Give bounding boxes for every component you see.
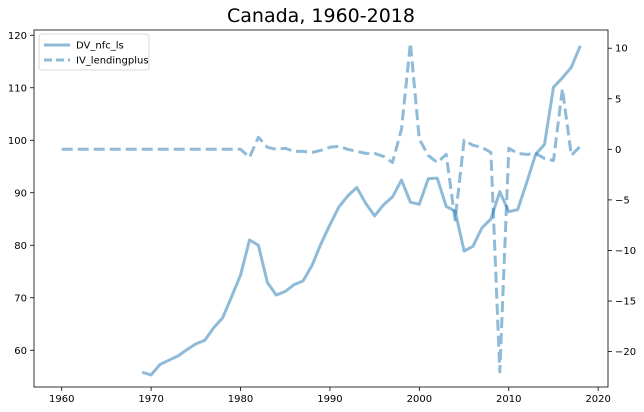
x-tick-label: 1970 [138,394,163,405]
y-right-tick-label: −5 [615,195,630,206]
plot-frame [33,29,609,388]
y-left-tick-label: 70 [14,293,27,304]
y-left-tick-label: 80 [14,241,27,252]
x-tick-label: 1960 [49,394,74,405]
plot-area: 1960 1970 1980 1990 2000 2010 2020607080901001… [8,29,636,405]
x-tick-label: 2020 [585,394,610,405]
legend-box [38,33,150,71]
y-left-tick-label: 110 [8,83,27,94]
y-right-tick-label: −10 [615,246,636,257]
legend-label-2: IV_lendingplus [76,56,149,67]
y-left-tick-label: 120 [8,31,27,42]
x-tick-label: 1990 [317,394,342,405]
y-right-tick-label: 0 [615,145,621,156]
series-line-1 [141,45,582,377]
y-right-tick-label: 10 [615,44,628,55]
x-tick-label: 1980 [228,394,253,405]
y-left-tick-label: 100 [8,136,27,147]
x-tick-label: 2010 [496,394,521,405]
chart-title: Canada, 1960-2018 [227,5,415,27]
legend-label-1: DV_nfc_ls [76,41,124,52]
y-right-tick-label: 5 [615,94,621,105]
y-left-tick-label: 90 [14,188,27,199]
y-left-tick-label: 60 [14,346,27,357]
x-tick-label: 2000 [407,394,432,405]
y-right-tick-label: −20 [615,347,636,358]
y-right-tick-label: −15 [615,297,636,308]
series-line-2 [61,41,582,374]
